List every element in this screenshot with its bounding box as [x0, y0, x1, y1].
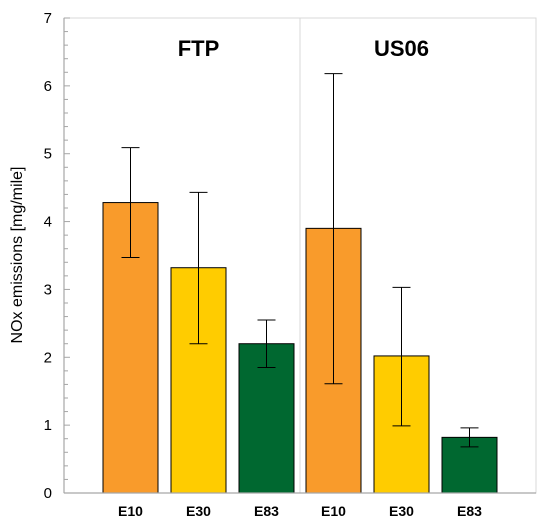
x-category-label: E83	[457, 503, 482, 519]
x-category-label: E10	[118, 503, 143, 519]
x-category-label: E30	[389, 503, 414, 519]
error-bar-us06-e30	[392, 286, 411, 427]
y-axis-title: NOx emissions [mg/mile]	[9, 167, 26, 344]
y-tick-label: 1	[44, 417, 52, 434]
y-tick-label: 6	[44, 78, 52, 95]
error-bars-layer	[121, 73, 479, 448]
y-axis-tick-labels: 0 1 2 3 4 5 6 7	[44, 10, 52, 502]
x-category-label: E30	[186, 503, 211, 519]
error-bar-ftp-e30	[189, 191, 208, 345]
y-tick-label: 0	[44, 485, 52, 502]
x-category-label: E83	[254, 503, 279, 519]
error-bar-ftp-e10	[121, 147, 140, 259]
error-bar-us06-e10	[324, 73, 343, 385]
error-bar-ftp-e83	[257, 319, 276, 368]
group-label-us06: US06	[374, 36, 429, 61]
y-tick-label: 3	[44, 281, 52, 298]
x-category-label: E10	[321, 503, 346, 519]
error-bar-us06-e83	[460, 427, 479, 448]
y-tick-label: 7	[44, 10, 52, 27]
y-axis-minor-ticks	[64, 17, 70, 494]
group-labels: FTP US06	[178, 36, 429, 61]
group-label-ftp: FTP	[178, 36, 220, 61]
x-axis-category-labels: E10 E30 E83 E10 E30 E83	[118, 503, 482, 519]
bar-ftp-e83	[238, 343, 295, 494]
y-tick-label: 2	[44, 349, 52, 366]
y-tick-label: 4	[44, 214, 52, 231]
y-tick-label: 5	[44, 146, 52, 163]
